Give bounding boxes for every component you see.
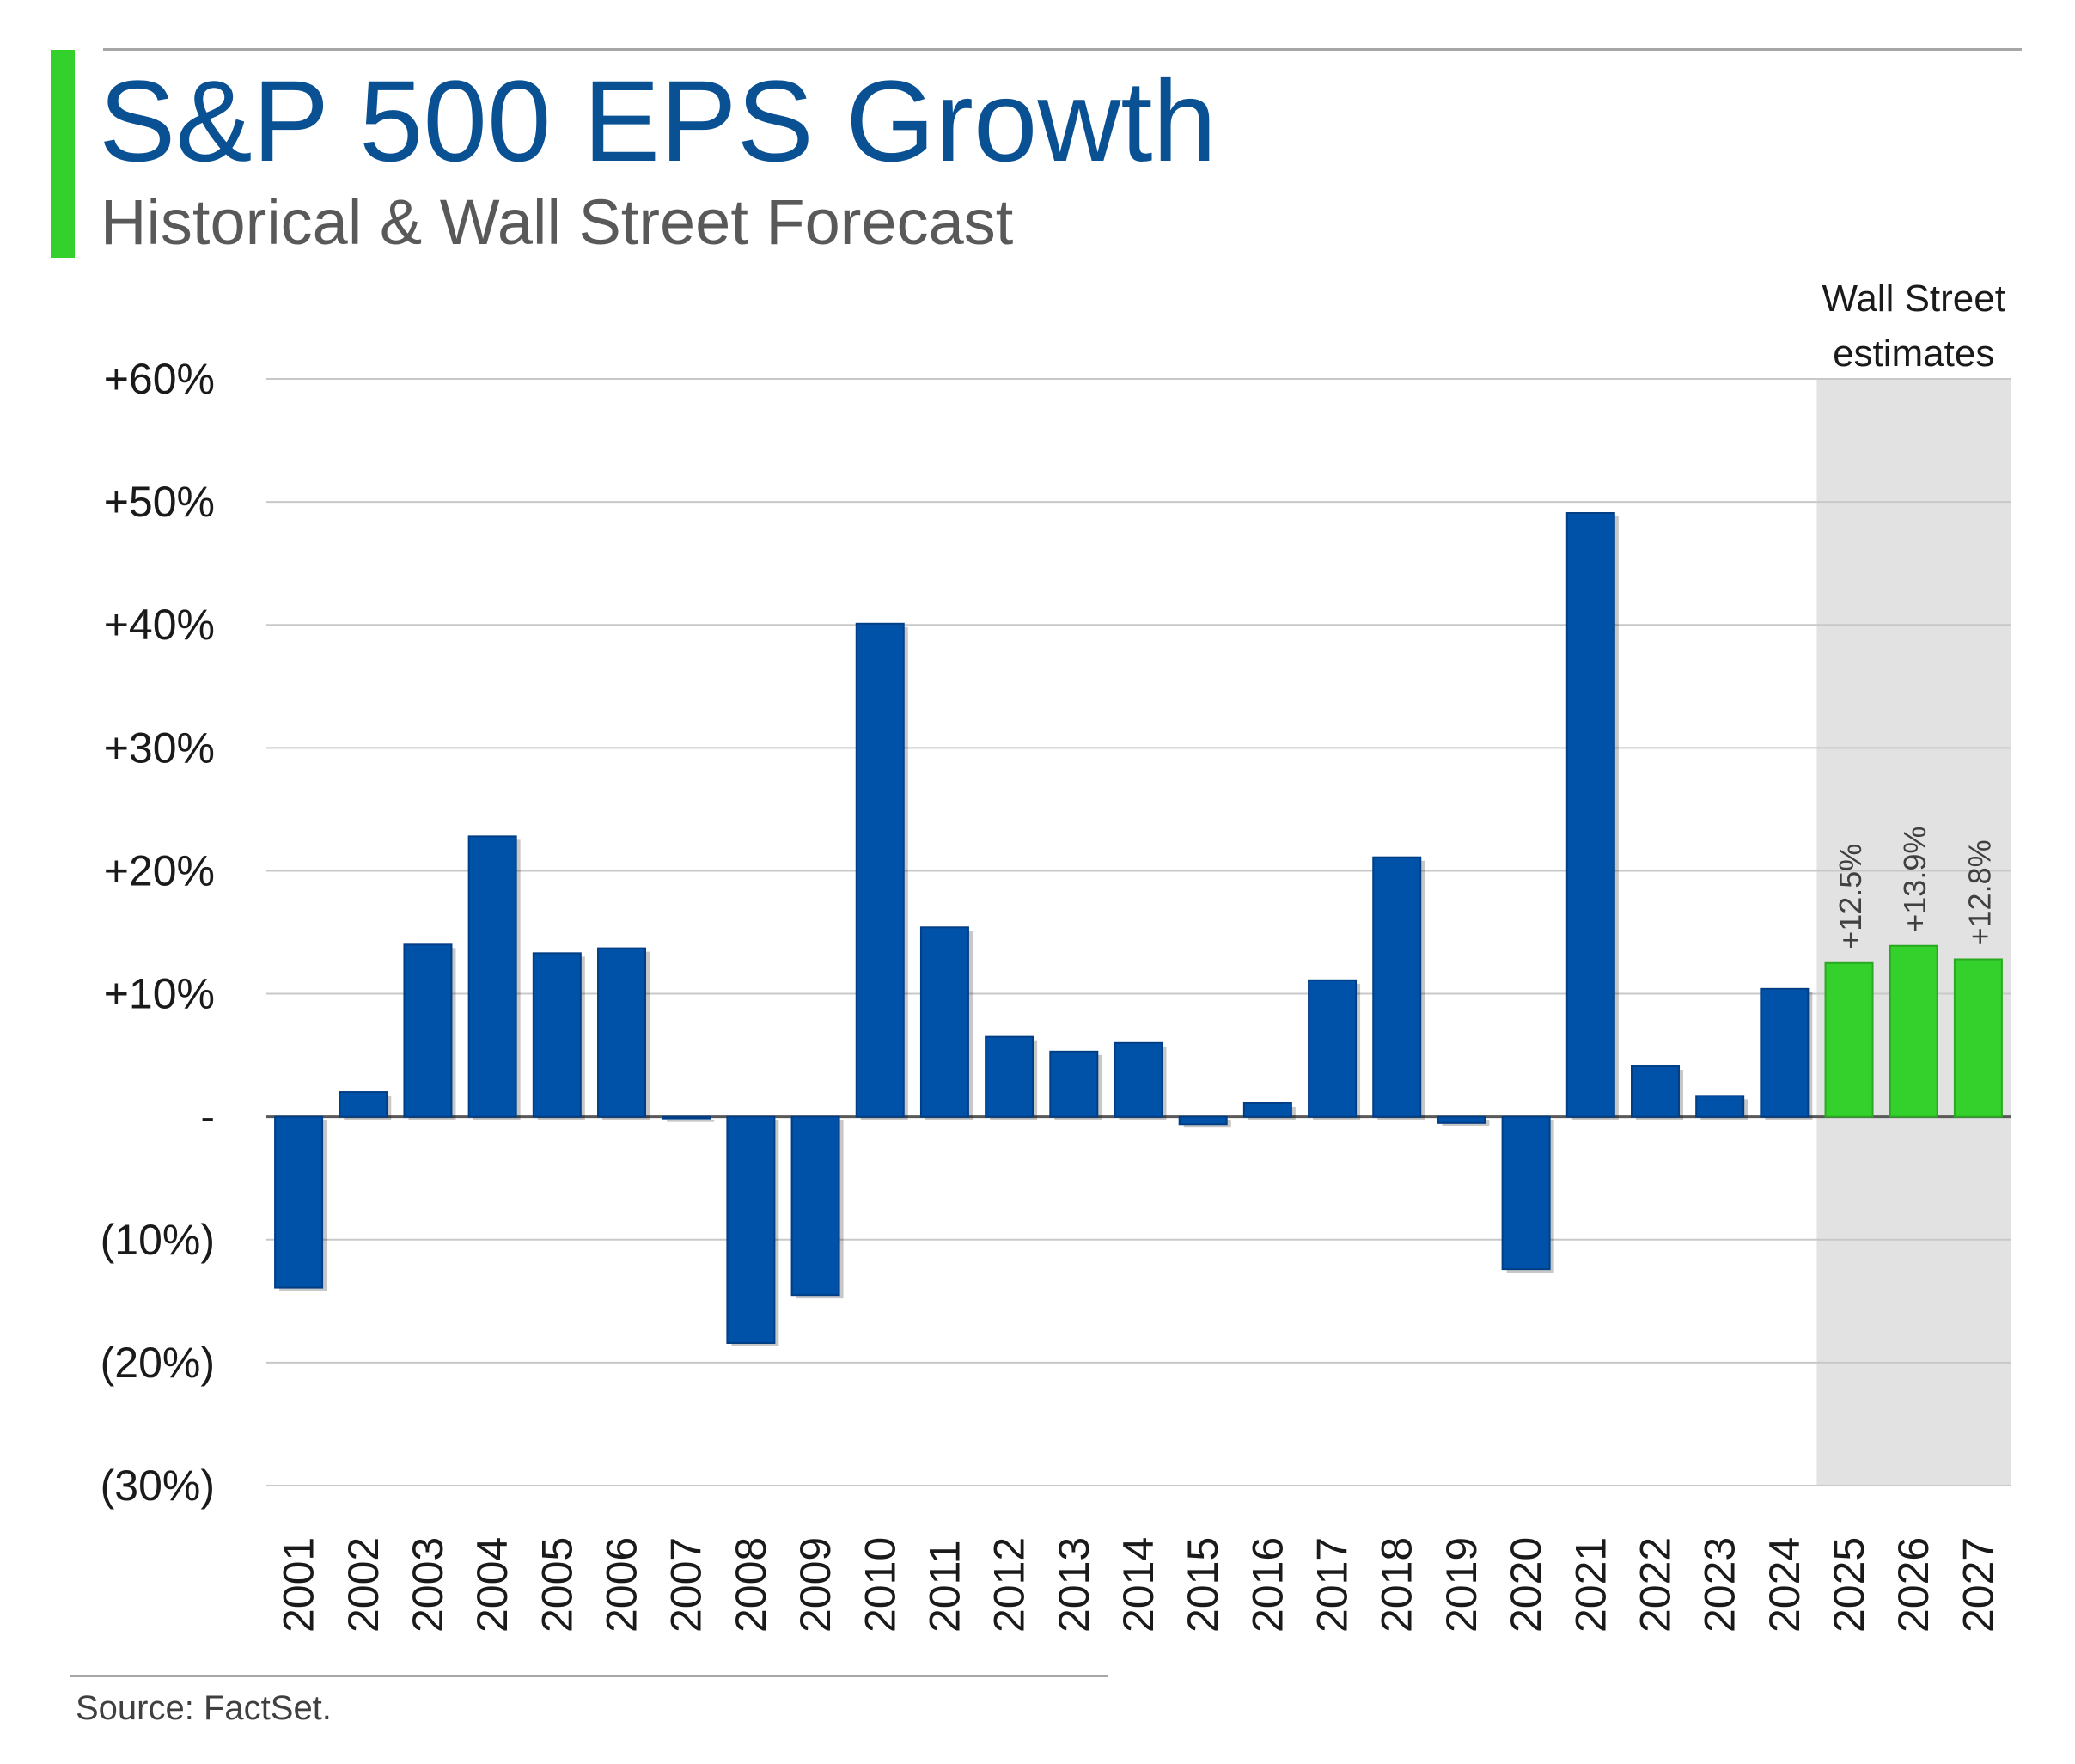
bar bbox=[1372, 856, 1422, 1118]
bar bbox=[1760, 987, 1810, 1118]
y-tick-label: (10%) bbox=[101, 1216, 215, 1264]
x-tick-label: 2006 bbox=[598, 1537, 646, 1633]
x-tick-label: 2012 bbox=[986, 1537, 1034, 1633]
bar bbox=[1178, 1115, 1228, 1126]
estimate-region bbox=[1816, 379, 2011, 1486]
bar bbox=[597, 947, 647, 1118]
x-tick-label: 2005 bbox=[533, 1537, 581, 1633]
y-tick-label: +60% bbox=[104, 355, 215, 403]
bar bbox=[1308, 979, 1358, 1118]
x-tick-label: 2026 bbox=[1889, 1537, 1938, 1633]
x-tick-label: 2014 bbox=[1114, 1537, 1163, 1633]
bar bbox=[1824, 961, 1874, 1118]
x-tick-label: 2016 bbox=[1243, 1537, 1291, 1633]
bar bbox=[274, 1115, 324, 1289]
accent-bar bbox=[51, 50, 75, 258]
x-tick-label: 2022 bbox=[1631, 1537, 1679, 1633]
bar bbox=[1501, 1115, 1551, 1271]
bar bbox=[1242, 1102, 1292, 1118]
x-tick-label: 2021 bbox=[1566, 1537, 1614, 1633]
bar bbox=[985, 1035, 1034, 1118]
bar bbox=[1630, 1065, 1680, 1118]
bar bbox=[855, 622, 905, 1118]
footer-rule bbox=[70, 1675, 1108, 1677]
chart-subtitle: Historical & Wall Street Forecast bbox=[101, 186, 1014, 258]
bar bbox=[532, 952, 582, 1118]
bar bbox=[1565, 511, 1615, 1118]
bar bbox=[403, 943, 453, 1118]
data-label: +12.8% bbox=[1962, 839, 1997, 945]
x-tick-label: 2019 bbox=[1437, 1537, 1486, 1633]
x-tick-label: 2025 bbox=[1825, 1537, 1873, 1633]
bar bbox=[790, 1115, 840, 1297]
y-tick-label: +40% bbox=[104, 601, 215, 649]
bar bbox=[1889, 944, 1938, 1118]
bar bbox=[662, 1115, 711, 1120]
x-tick-label: 2001 bbox=[275, 1537, 323, 1633]
x-tick-label: 2015 bbox=[1179, 1537, 1227, 1633]
bar bbox=[339, 1091, 388, 1118]
bar bbox=[1114, 1041, 1163, 1118]
x-tick-label: 2020 bbox=[1502, 1537, 1550, 1633]
bar bbox=[919, 926, 969, 1118]
x-tick-label: 2003 bbox=[404, 1537, 452, 1633]
x-tick-label: 2027 bbox=[1954, 1537, 2002, 1633]
x-tick-label: 2011 bbox=[920, 1540, 968, 1633]
y-tick-label: (20%) bbox=[101, 1339, 215, 1387]
estimate-region-label: estimates bbox=[1833, 333, 1994, 375]
data-label: +12.5% bbox=[1833, 844, 1868, 949]
bar bbox=[1437, 1115, 1486, 1124]
data-label: +13.9% bbox=[1897, 827, 1932, 932]
y-tick-label: (30%) bbox=[101, 1462, 215, 1510]
y-tick-label: +50% bbox=[104, 478, 215, 526]
x-tick-label: 2004 bbox=[468, 1537, 516, 1633]
bar bbox=[1695, 1095, 1745, 1118]
chart-title: S&P 500 EPS Growth bbox=[99, 58, 1218, 186]
bar-shadow bbox=[667, 1120, 715, 1122]
x-tick-label: 2013 bbox=[1050, 1537, 1098, 1633]
y-tick-label: - bbox=[200, 1093, 215, 1141]
x-tick-label: 2009 bbox=[791, 1537, 839, 1633]
top-rule bbox=[103, 48, 2022, 51]
x-tick-label: 2024 bbox=[1761, 1537, 1809, 1633]
y-tick-label: +30% bbox=[104, 723, 215, 772]
bar bbox=[467, 835, 517, 1118]
bar bbox=[726, 1115, 776, 1344]
y-tick-label: +10% bbox=[104, 970, 215, 1018]
x-tick-label: 2002 bbox=[339, 1537, 388, 1633]
x-tick-label: 2023 bbox=[1696, 1537, 1744, 1633]
bar bbox=[1049, 1050, 1099, 1118]
bar bbox=[1953, 958, 2003, 1118]
x-tick-label: 2010 bbox=[856, 1537, 904, 1633]
source-note: Source: FactSet. bbox=[76, 1689, 332, 1727]
x-tick-label: 2007 bbox=[662, 1537, 711, 1633]
estimate-region-label: Wall Street bbox=[1822, 278, 2005, 320]
x-tick-label: 2008 bbox=[727, 1537, 775, 1633]
x-tick-label: 2018 bbox=[1373, 1537, 1421, 1633]
y-tick-label: +20% bbox=[104, 846, 215, 894]
x-tick-label: 2017 bbox=[1309, 1537, 1357, 1633]
